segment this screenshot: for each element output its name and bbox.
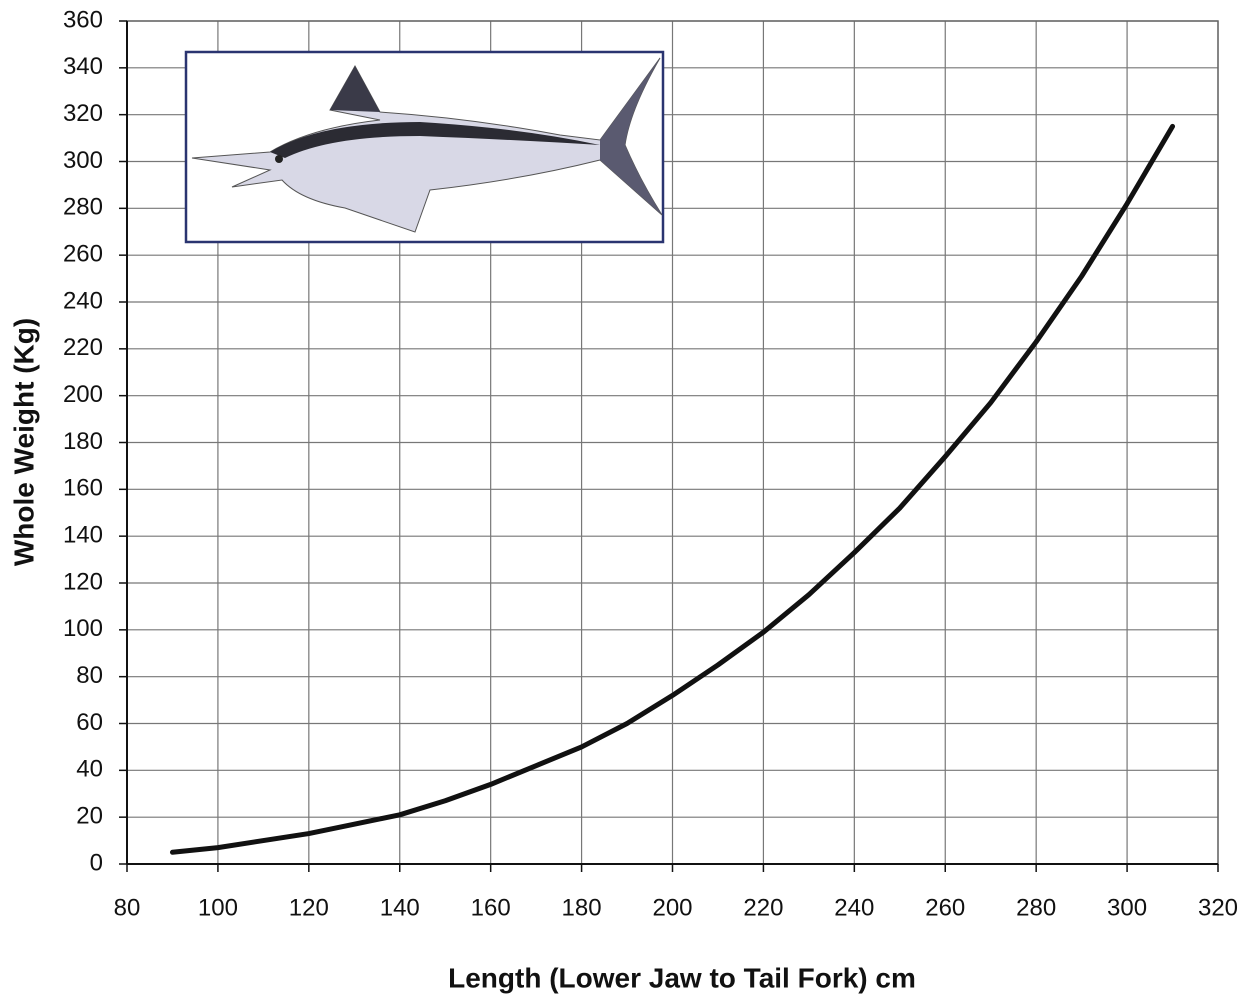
y-tick-label: 360 — [63, 6, 103, 33]
x-tick-label: 240 — [834, 894, 874, 921]
x-tick-label: 100 — [198, 894, 238, 921]
y-tick-label: 220 — [63, 334, 103, 361]
y-tick-label: 140 — [63, 522, 103, 549]
y-tick-label: 200 — [63, 381, 103, 408]
y-axis-title: Whole Weight (Kg) — [8, 318, 39, 566]
x-tick-label: 320 — [1198, 894, 1238, 921]
y-tick-label: 0 — [90, 849, 103, 876]
y-tick-label: 260 — [63, 241, 103, 268]
x-tick-label: 200 — [652, 894, 692, 921]
weight-curve — [169, 123, 1176, 855]
y-tick-label: 180 — [63, 428, 103, 455]
y-tick-label: 340 — [63, 53, 103, 80]
x-tick-label: 280 — [1016, 894, 1056, 921]
y-tick-label: 40 — [76, 756, 103, 783]
x-axis-title: Length (Lower Jaw to Tail Fork) cm — [448, 962, 916, 993]
x-tick-label: 120 — [289, 894, 329, 921]
y-tick-label: 300 — [63, 147, 103, 174]
x-tick-label: 180 — [562, 894, 602, 921]
fish-dorsal — [330, 66, 380, 112]
fish-body — [191, 57, 663, 233]
y-tick-label: 80 — [76, 662, 103, 689]
x-tick-label: 160 — [471, 894, 511, 921]
y-tick-label: 60 — [76, 709, 103, 736]
y-tick-label: 160 — [63, 475, 103, 502]
x-tick-label: 260 — [925, 894, 965, 921]
x-tick-label: 220 — [743, 894, 783, 921]
y-tick-label: 100 — [63, 615, 103, 642]
y-tick-label: 240 — [63, 287, 103, 314]
fish-illustration — [184, 50, 665, 244]
y-tick-label: 20 — [76, 803, 103, 830]
y-tick-label: 320 — [63, 100, 103, 127]
fish-eye — [275, 155, 283, 163]
fish-tail — [600, 58, 662, 215]
x-tick-label: 80 — [114, 894, 141, 921]
x-tick-label: 140 — [380, 894, 420, 921]
fish-back — [270, 122, 600, 158]
x-tick-label: 300 — [1107, 894, 1147, 921]
y-tick-label: 120 — [63, 568, 103, 595]
y-tick-label: 280 — [63, 194, 103, 221]
